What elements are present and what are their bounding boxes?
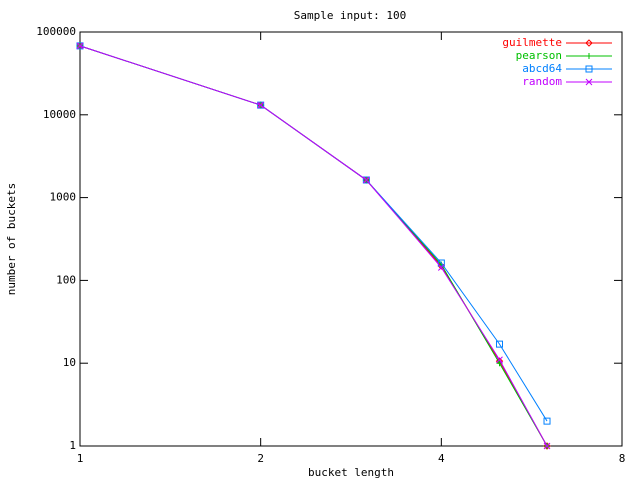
point-marker [585, 39, 593, 47]
y-tick-label: 10000 [43, 108, 76, 121]
x-tick-label: 4 [438, 452, 445, 465]
plot-border [79, 31, 623, 447]
series-line [79, 45, 548, 447]
point-marker [76, 42, 84, 50]
y-tick-label: 100 [56, 273, 76, 286]
y-tick-label: 100000 [36, 25, 76, 38]
point-marker [257, 101, 265, 109]
point-marker [543, 417, 551, 425]
point-marker [543, 442, 551, 450]
legend-label: abcd64 [522, 62, 562, 75]
y-tick-label: 1 [69, 439, 76, 452]
point-marker [585, 78, 593, 86]
point-marker [586, 53, 592, 59]
x-axis-label: bucket length [308, 466, 394, 479]
legend-label: guilmette [502, 36, 562, 49]
x-tick-label: 2 [257, 452, 264, 465]
series-line [79, 45, 548, 422]
legend-label: random [522, 75, 562, 88]
point-marker [437, 264, 445, 271]
point-marker [257, 101, 265, 109]
point-marker [496, 356, 503, 364]
point-marker [585, 65, 593, 73]
legend-label: pearson [516, 49, 562, 62]
x-tick-label: 1 [77, 452, 84, 465]
point-marker [76, 42, 84, 50]
point-marker [495, 340, 503, 348]
series-line [79, 45, 548, 447]
series-line [79, 45, 548, 447]
y-axis-label: number of buckets [5, 183, 18, 296]
chart-title: Sample input: 100 [294, 9, 407, 22]
y-tick-label: 1000 [50, 191, 77, 204]
y-tick-label: 10 [63, 356, 76, 369]
point-marker [362, 176, 370, 184]
x-tick-label: 8 [619, 452, 626, 465]
